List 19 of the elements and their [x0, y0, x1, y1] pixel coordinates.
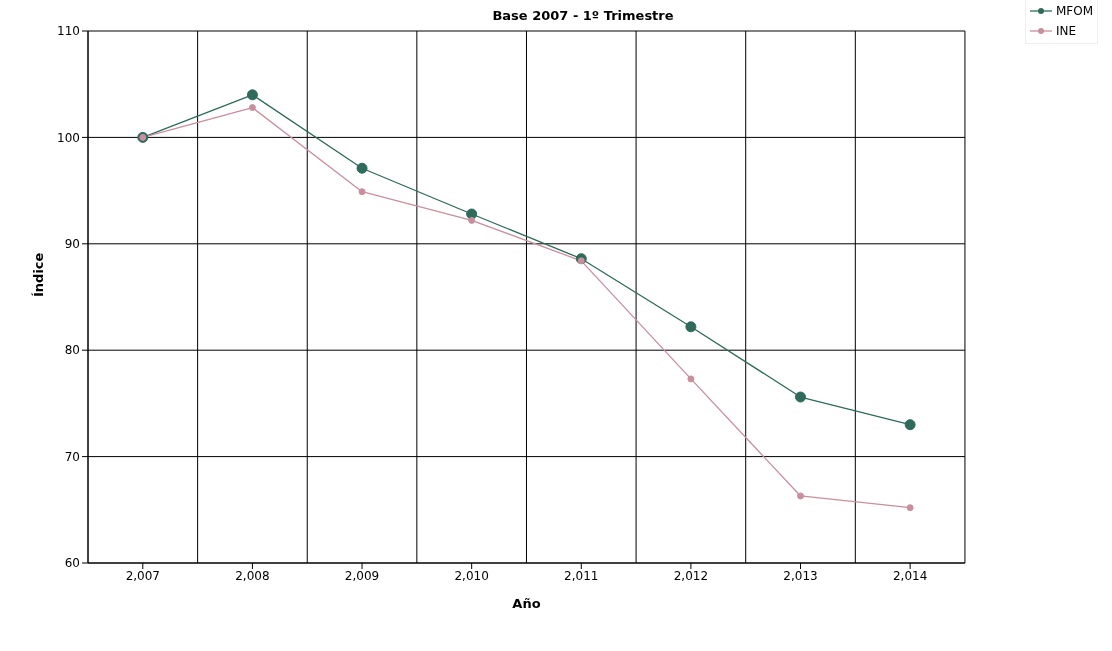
x-tick-label: 2,009: [344, 568, 380, 583]
x-tick-label: 2,010: [454, 568, 489, 583]
y-tick-label: 80: [64, 343, 80, 358]
y-tick-label: 60: [64, 556, 80, 571]
y-tick-label: 70: [64, 449, 80, 464]
legend-label: INE: [1055, 24, 1077, 38]
y-tick-label: 90: [64, 237, 80, 252]
x-tick-label: 2,011: [564, 568, 599, 583]
x-tick-label: 2,007: [125, 568, 160, 583]
y-axis-title: Índice: [30, 252, 46, 297]
y-tick-label: 100: [57, 130, 80, 145]
x-axis-title: Año: [512, 596, 541, 611]
chart-title: Base 2007 - 1º Trimestre: [492, 8, 674, 23]
legend-label: MFOM: [1055, 4, 1093, 18]
x-tick-label: 2,012: [673, 568, 709, 583]
x-tick-label: 2,008: [235, 568, 270, 583]
y-tick-label: 110: [57, 24, 80, 39]
x-tick-label: 2,013: [783, 568, 818, 583]
x-tick-label: 2,014: [892, 568, 928, 583]
